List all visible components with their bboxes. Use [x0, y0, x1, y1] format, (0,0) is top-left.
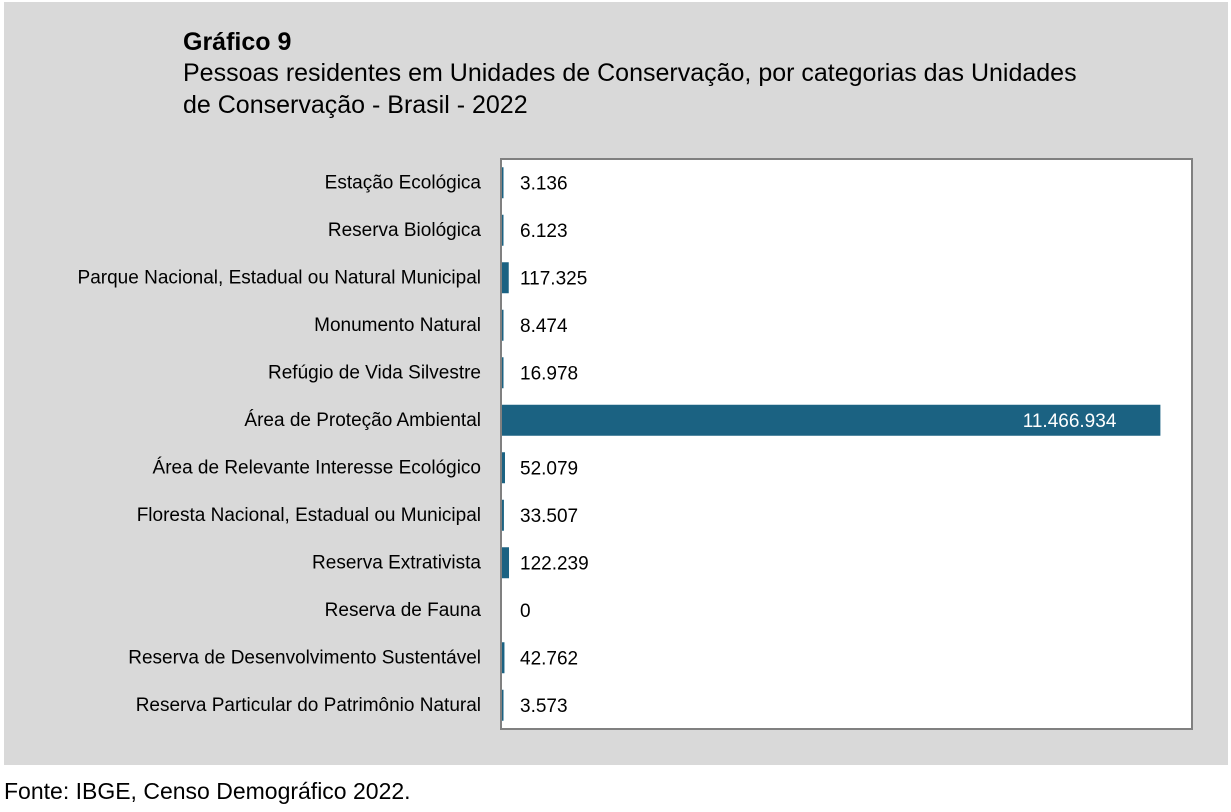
- category-label: Área de Relevante Interesse Ecológico: [153, 457, 481, 478]
- value-label: 8.474: [520, 316, 568, 337]
- category-label: Refúgio de Vida Silvestre: [268, 362, 481, 383]
- category-label: Reserva Extrativista: [312, 552, 481, 573]
- source-note: Fonte: IBGE, Censo Demográfico 2022.: [4, 778, 411, 804]
- bar: [502, 404, 1161, 436]
- category-label: Reserva Biológica: [328, 220, 482, 241]
- category-label: Reserva Particular do Patrimônio Natural: [136, 695, 481, 716]
- plot-area: [500, 158, 1193, 730]
- value-label: 117.325: [520, 268, 587, 289]
- category-label: Reserva de Fauna: [325, 600, 482, 621]
- bar: [502, 689, 504, 721]
- value-label: 3.573: [520, 696, 568, 717]
- category-label: Reserva de Desenvolvimento Sustentável: [128, 647, 481, 668]
- bars-layer: [502, 167, 1161, 721]
- bar: [502, 499, 504, 531]
- category-label: Monumento Natural: [314, 315, 481, 336]
- category-label: Estação Ecológica: [325, 172, 482, 193]
- bar: [502, 547, 510, 579]
- labels-layer: Estação Ecológica 3.136 Reserva Biológica 6…: [78, 172, 1117, 717]
- value-label: 3.136: [520, 173, 568, 194]
- chart-number-label: Gráfico 9: [183, 28, 292, 56]
- value-label: 6.123: [520, 221, 568, 242]
- value-label: 52.079: [520, 458, 578, 479]
- bar: [502, 357, 504, 389]
- bar: [502, 262, 509, 294]
- value-label: 11.466.934: [1023, 411, 1117, 432]
- value-label: 16.978: [520, 363, 578, 384]
- bar: [502, 642, 505, 674]
- bar: [502, 309, 504, 341]
- category-label: Área de Proteção Ambiental: [244, 410, 481, 431]
- value-label: 42.762: [520, 648, 578, 669]
- title-block: Gráfico 9 Pessoas residentes em Unidades…: [183, 27, 1083, 121]
- category-label: Floresta Nacional, Estadual ou Municipal: [137, 505, 481, 526]
- value-label: 122.239: [520, 553, 589, 574]
- value-label: 0: [520, 601, 531, 622]
- bar: [502, 214, 504, 246]
- chart-title: Pessoas residentes em Unidades de Conser…: [183, 59, 1077, 119]
- bar: [502, 452, 505, 484]
- value-label: 33.507: [520, 506, 578, 527]
- bar: [502, 167, 504, 199]
- category-label: Parque Nacional, Estadual ou Natural Mun…: [78, 267, 481, 288]
